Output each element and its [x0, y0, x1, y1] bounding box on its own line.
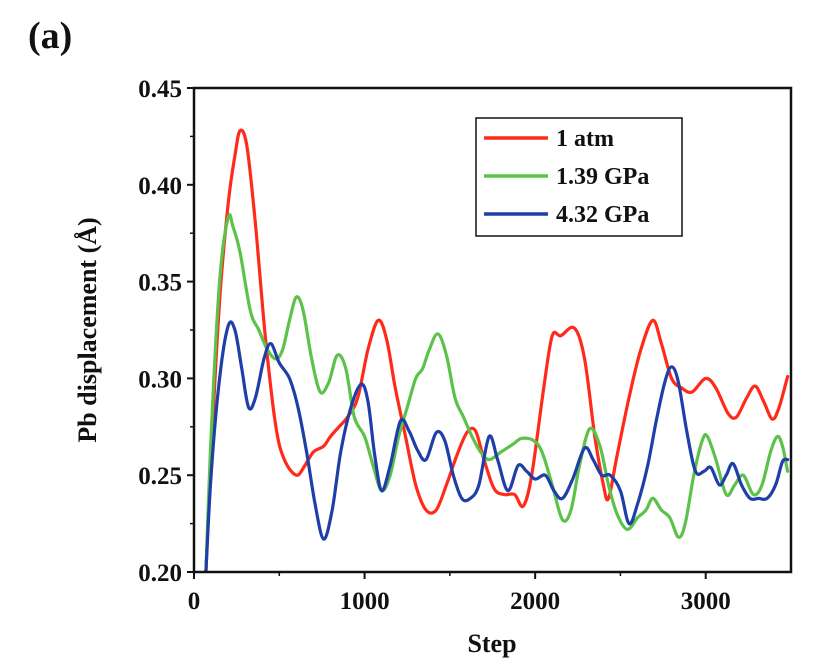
series-layer: [204, 128, 790, 572]
y-tick-label: 0.40: [138, 173, 182, 200]
y-tick-label: 0.30: [138, 366, 182, 393]
y-axis: 0.20 0.25 0.30 0.35 0.40 0.45: [138, 76, 194, 587]
series-line-2: [204, 320, 790, 572]
legend-label-1: 1.39 GPa: [556, 164, 649, 190]
legend: 1 atm 1.39 GPa 4.32 GPa: [475, 117, 683, 237]
y-tick-label: 0.35: [138, 270, 182, 297]
x-axis: 0 1000 2000 3000: [188, 572, 731, 615]
y-tick-label: 0.25: [138, 463, 182, 490]
legend-label-0: 1 atm: [556, 126, 614, 152]
y-tick-label: 0.20: [138, 560, 182, 587]
x-tick-label: 2000: [510, 588, 560, 615]
x-tick-label: 0: [188, 588, 201, 615]
series-line-1: [204, 213, 790, 572]
legend-label-2: 4.32 GPa: [556, 202, 649, 228]
x-tick-label: 3000: [681, 588, 731, 615]
x-tick-label: 1000: [340, 588, 390, 615]
x-axis-title: Step: [467, 629, 516, 658]
series-line-0: [204, 128, 790, 572]
panel-label: (a): [28, 15, 73, 57]
y-tick-label: 0.45: [138, 76, 182, 103]
y-axis-title: Pb displacement (Å): [73, 217, 102, 442]
